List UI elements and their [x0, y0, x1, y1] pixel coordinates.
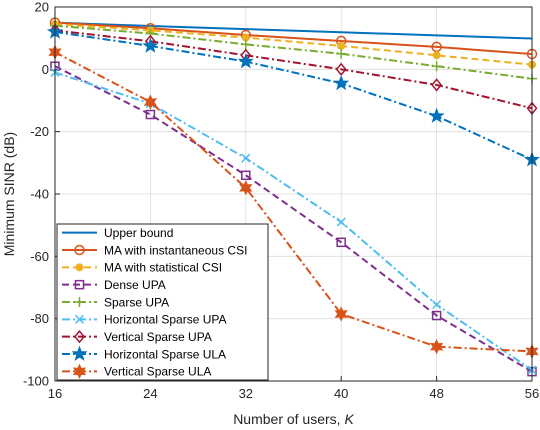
data-point	[432, 51, 441, 60]
data-point	[241, 153, 251, 163]
data-point	[336, 48, 347, 59]
data-point	[237, 53, 254, 69]
legend-item: Sparse UPA	[62, 295, 169, 309]
x-tick-label: 24	[143, 386, 157, 401]
y-tick-label: -100	[23, 374, 49, 389]
series-line	[54, 21, 533, 40]
legend-item: Vertical Sparse ULA	[62, 363, 211, 379]
data-point	[145, 109, 156, 120]
legend-label: Upper bound	[104, 226, 173, 240]
legend-label: MA with instantaneous CSI	[104, 243, 247, 257]
y-tick-label: -40	[30, 187, 49, 202]
legend-item: Vertical Sparse UPA	[62, 330, 212, 344]
data-point	[241, 170, 251, 181]
y-tick-label: 20	[35, 0, 49, 15]
legend-marker	[75, 263, 84, 272]
y-tick-label: -60	[30, 249, 49, 264]
data-point	[428, 107, 445, 123]
x-axis-label-text: Number of users,	[233, 411, 344, 427]
x-axis-label-var: K	[344, 411, 354, 427]
legend-marker	[74, 244, 85, 256]
data-point	[334, 306, 348, 322]
series-1	[54, 21, 533, 40]
data-point	[142, 37, 159, 53]
data-point	[336, 237, 346, 248]
legend-item: Upper bound	[62, 226, 173, 240]
legend-marker	[72, 363, 87, 379]
legend-marker	[74, 297, 85, 307]
axes-box	[54, 6, 533, 382]
legend-marker	[74, 279, 85, 290]
legend-marker	[74, 314, 85, 324]
legend-marker	[71, 345, 88, 361]
legend-label: MA with statistical CSI	[104, 261, 222, 275]
y-tick-label: 0	[42, 62, 49, 77]
legend-label: Horizontal Sparse ULA	[104, 347, 226, 361]
data-point	[431, 78, 443, 92]
x-tick-label: 32	[239, 386, 253, 401]
y-axis-label: Minimum SINR (dB)	[1, 132, 17, 256]
data-point	[335, 62, 347, 77]
data-point	[333, 74, 350, 91]
legend-item: Horizontal Sparse ULA	[62, 345, 226, 361]
x-tick-label: 56	[525, 386, 539, 401]
data-point	[239, 180, 253, 196]
data-point	[337, 41, 346, 50]
data-point	[240, 39, 251, 50]
legend-label: Dense UPA	[104, 278, 166, 292]
series-line	[54, 51, 533, 353]
series-line	[54, 21, 533, 56]
legend-marker	[74, 329, 85, 344]
data-point	[143, 94, 158, 110]
data-point	[432, 300, 442, 310]
y-tick-label: -20	[30, 124, 49, 139]
legend-item: Horizontal Sparse UPA	[62, 313, 227, 327]
data-point	[336, 217, 346, 227]
data-point	[431, 310, 442, 321]
legend-label: Vertical Sparse ULA	[104, 365, 211, 379]
x-tick-label: 16	[48, 386, 62, 401]
legend-label: Vertical Sparse UPA	[104, 330, 212, 344]
legend-item: MA with instantaneous CSI	[62, 243, 247, 257]
data-point	[429, 339, 444, 355]
legend: Upper bound MA with instantaneous CSI MA w…	[56, 223, 269, 381]
data-point	[431, 61, 442, 72]
series-line	[54, 30, 533, 161]
series-line	[54, 29, 533, 110]
legend-item: MA with statistical CSI	[62, 261, 222, 275]
x-axis-label: Number of users, K	[233, 411, 354, 427]
y-tick-label: -80	[30, 311, 49, 326]
legend-item: Dense UPA	[62, 278, 166, 292]
legend-label: Sparse UPA	[104, 295, 169, 309]
series-line	[54, 23, 533, 66]
series-line	[54, 71, 533, 371]
x-tick-label: 48	[429, 386, 443, 401]
legend-label: Horizontal Sparse UPA	[104, 313, 227, 327]
series-line	[54, 65, 533, 373]
x-tick-label: 40	[334, 386, 348, 401]
